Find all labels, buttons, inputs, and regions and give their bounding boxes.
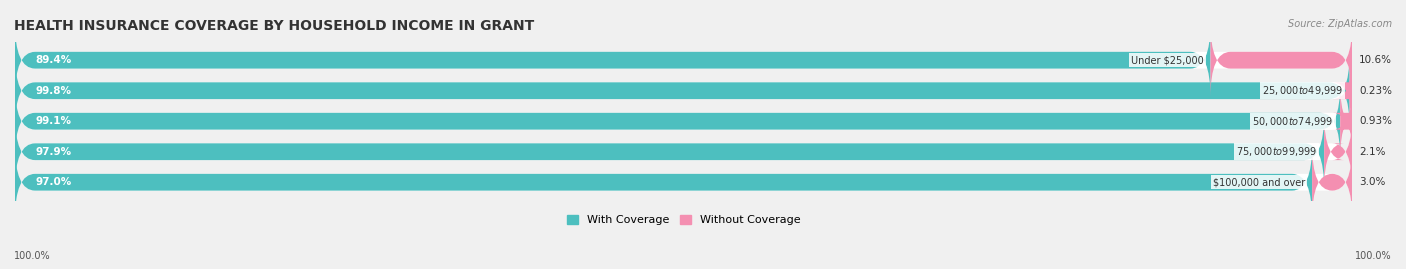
FancyBboxPatch shape (15, 84, 1353, 159)
FancyBboxPatch shape (15, 84, 1340, 159)
Text: 0.23%: 0.23% (1360, 86, 1392, 96)
Text: 89.4%: 89.4% (35, 55, 72, 65)
FancyBboxPatch shape (15, 114, 1353, 189)
FancyBboxPatch shape (15, 23, 1353, 98)
Text: $75,000 to $99,999: $75,000 to $99,999 (1236, 145, 1317, 158)
Text: 0.93%: 0.93% (1360, 116, 1392, 126)
Text: $50,000 to $74,999: $50,000 to $74,999 (1253, 115, 1333, 128)
Text: 97.9%: 97.9% (35, 147, 72, 157)
Text: 97.0%: 97.0% (35, 177, 72, 187)
Text: 3.0%: 3.0% (1360, 177, 1385, 187)
Text: $100,000 and over: $100,000 and over (1213, 177, 1305, 187)
Text: $25,000 to $49,999: $25,000 to $49,999 (1261, 84, 1343, 97)
FancyBboxPatch shape (15, 145, 1312, 220)
Text: 10.6%: 10.6% (1360, 55, 1392, 65)
Text: Source: ZipAtlas.com: Source: ZipAtlas.com (1288, 19, 1392, 29)
FancyBboxPatch shape (15, 53, 1350, 128)
Text: HEALTH INSURANCE COVERAGE BY HOUSEHOLD INCOME IN GRANT: HEALTH INSURANCE COVERAGE BY HOUSEHOLD I… (14, 19, 534, 33)
Text: 99.1%: 99.1% (35, 116, 72, 126)
FancyBboxPatch shape (15, 114, 1324, 189)
Text: 100.0%: 100.0% (14, 251, 51, 261)
Text: Under $25,000: Under $25,000 (1130, 55, 1204, 65)
Text: 100.0%: 100.0% (1355, 251, 1392, 261)
FancyBboxPatch shape (1333, 53, 1369, 128)
FancyBboxPatch shape (15, 23, 1211, 98)
Text: 2.1%: 2.1% (1360, 147, 1385, 157)
Text: 99.8%: 99.8% (35, 86, 72, 96)
FancyBboxPatch shape (1333, 84, 1360, 159)
FancyBboxPatch shape (15, 53, 1353, 128)
FancyBboxPatch shape (15, 145, 1353, 220)
Legend: With Coverage, Without Coverage: With Coverage, Without Coverage (562, 211, 806, 230)
FancyBboxPatch shape (1312, 145, 1353, 220)
FancyBboxPatch shape (1324, 114, 1353, 189)
FancyBboxPatch shape (1211, 23, 1353, 98)
